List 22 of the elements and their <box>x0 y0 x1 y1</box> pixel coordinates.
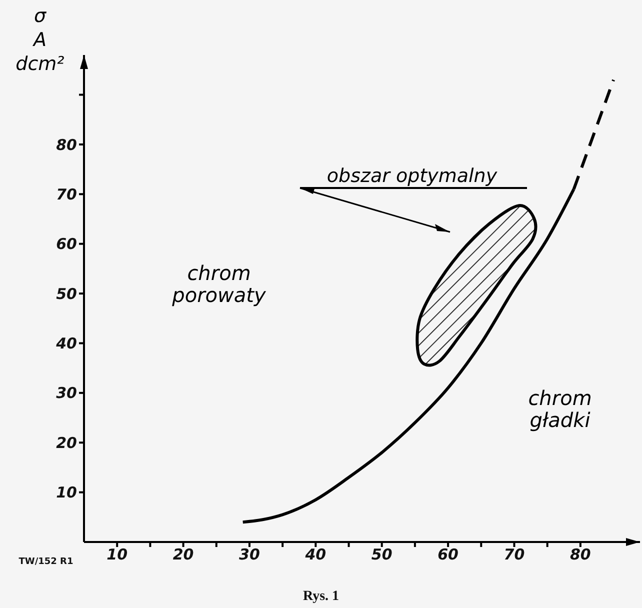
y-tick-label: 50 <box>56 284 77 303</box>
y-axis-title: σ A dcm² <box>16 5 65 75</box>
annotation: chrom gładki <box>528 386 592 432</box>
annotation: chrom porowaty <box>171 261 267 307</box>
x-tick-label: 80 <box>570 546 591 564</box>
x-tick-label: 70 <box>504 546 525 564</box>
y-tick-label: 40 <box>55 334 77 353</box>
x-tick-label: 10 <box>106 546 128 564</box>
annotation: obszar optymalny <box>326 165 498 187</box>
text: Rys. 1 <box>302 589 340 604</box>
y-tick-label: 60 <box>56 235 77 254</box>
y-tick-label: 20 <box>56 434 77 452</box>
y-tick-label: 80 <box>56 136 77 154</box>
x-tick-label: 50 <box>371 546 392 564</box>
x-tick-label: 30 <box>239 546 260 564</box>
text: TW/152 R1 <box>18 557 74 567</box>
x-tick-label: 60 <box>438 546 458 564</box>
y-tick-label: 30 <box>56 384 77 402</box>
x-tick-label: 40 <box>304 546 326 564</box>
y-tick-label: 70 <box>56 185 77 204</box>
y-tick-label: 10 <box>56 484 77 502</box>
x-tick-label: 20 <box>172 546 194 564</box>
